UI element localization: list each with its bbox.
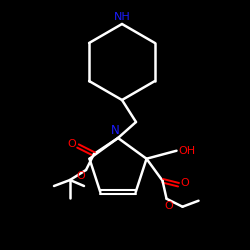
Text: O: O — [164, 201, 173, 211]
Text: NH: NH — [114, 12, 130, 22]
Text: N: N — [110, 124, 120, 138]
Text: O: O — [180, 178, 189, 188]
Text: O: O — [76, 171, 86, 181]
Text: OH: OH — [178, 146, 195, 156]
Text: O: O — [68, 139, 76, 149]
